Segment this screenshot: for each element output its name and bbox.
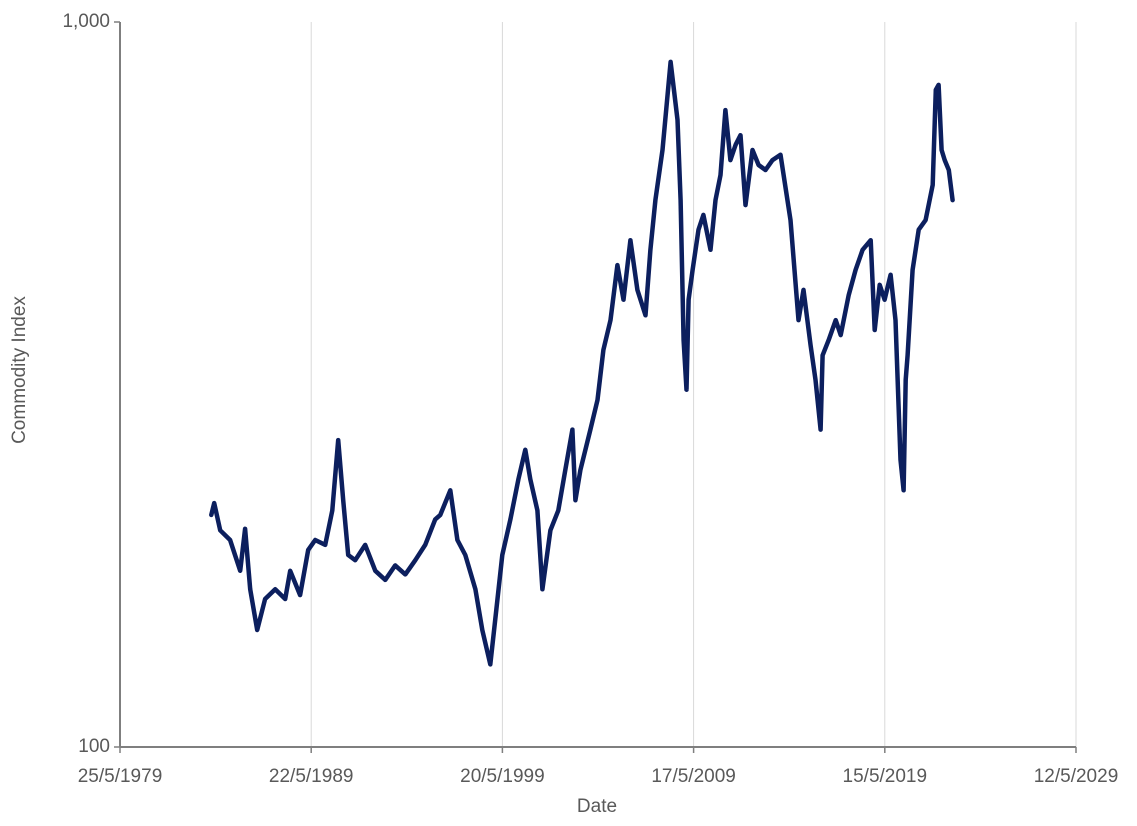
y-tick-label: 100: [78, 736, 110, 757]
x-tick-label: 17/5/2009: [651, 766, 736, 787]
data-line: [209, 59, 955, 667]
x-tick-label: 22/5/1989: [269, 766, 354, 787]
x-tick-label: 15/5/2019: [843, 766, 928, 787]
x-axis-label: Date: [577, 796, 617, 817]
x-tick-label: 25/5/1979: [78, 766, 163, 787]
y-axis-label: Commodity Index: [9, 296, 30, 444]
x-tick-label: 20/5/1999: [460, 766, 545, 787]
y-tick-label: 1,000: [62, 11, 110, 32]
x-tick-label: 12/5/2029: [1034, 766, 1119, 787]
